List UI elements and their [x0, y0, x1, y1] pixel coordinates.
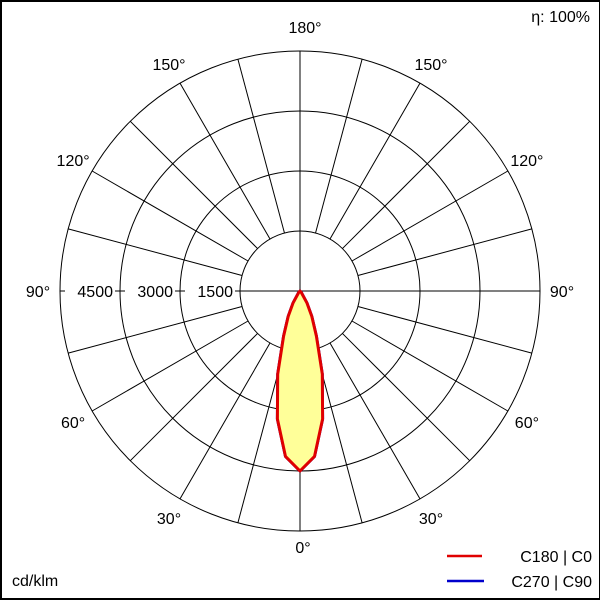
- angle-label: 90°: [550, 284, 574, 301]
- angle-label: 60°: [61, 415, 85, 432]
- angle-label: 150°: [414, 57, 447, 74]
- angle-label: 30°: [157, 511, 181, 528]
- intensity-curve-c180-c0: [275, 289, 325, 473]
- grid-spoke: [342, 333, 471, 462]
- angle-label-bg: [542, 281, 582, 301]
- angle-label: 120°: [57, 153, 90, 170]
- grid-spoke: [329, 82, 421, 240]
- angle-label: 150°: [152, 57, 185, 74]
- grid-spoke: [329, 342, 421, 500]
- grid-spoke: [179, 82, 271, 240]
- angle-label: 180°: [288, 20, 321, 37]
- grid-spoke: [129, 333, 258, 462]
- tick-label-bg: [185, 281, 235, 301]
- legend-label-c180-c0: C180 | C0: [520, 549, 592, 566]
- angle-label: 90°: [26, 284, 50, 301]
- grid-spoke: [179, 342, 271, 500]
- angle-label: 120°: [510, 153, 543, 170]
- tick-label-bg: [125, 281, 175, 301]
- curves: [275, 289, 325, 473]
- grid-spoke: [68, 228, 243, 276]
- grid-spoke: [129, 120, 258, 249]
- angle-label: 60°: [515, 415, 539, 432]
- angle-label: 0°: [295, 540, 310, 557]
- legend: C180 | C0 C270 | C90: [447, 549, 592, 591]
- angle-label: 30°: [419, 511, 443, 528]
- radial-tick-label: 4500: [77, 284, 113, 301]
- grid-spoke: [357, 228, 532, 276]
- radial-tick-label: 1500: [197, 284, 233, 301]
- labels: 1500 3000 4500 180° 150° 150° 120° 120° 90° 90° 60…: [18, 17, 582, 557]
- grid-spoke: [315, 59, 363, 234]
- grid-spoke: [91, 170, 249, 262]
- angle-label-bg: [285, 17, 325, 37]
- radial-tick-label: 3000: [137, 284, 173, 301]
- grid-spoke: [357, 306, 532, 354]
- efficiency-label: η: 100%: [531, 9, 590, 26]
- grid: [59, 50, 541, 532]
- grid-spoke: [351, 170, 509, 262]
- grid-spoke: [68, 306, 243, 354]
- legend-label-c270-c90: C270 | C90: [511, 574, 592, 591]
- grid-spoke: [237, 59, 285, 234]
- grid-spoke: [351, 320, 509, 412]
- unit-label: cd/klm: [12, 573, 58, 590]
- angle-label-bg: [18, 281, 58, 301]
- grid-spoke: [91, 320, 249, 412]
- tick-label-bg: [65, 281, 115, 301]
- grid-spoke: [342, 120, 471, 249]
